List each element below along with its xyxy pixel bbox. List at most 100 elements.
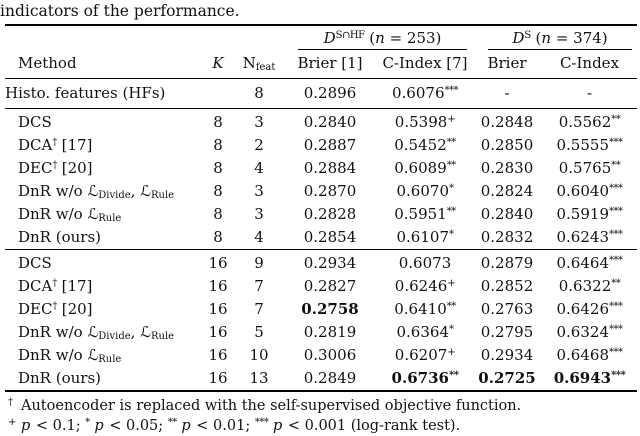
cindex-s-cell: 0.5765**: [542, 157, 637, 180]
k-cell: [200, 79, 236, 109]
cindex-s-cell: 0.6040***: [542, 180, 637, 203]
cindex-s-cell: 0.6322**: [542, 275, 637, 298]
cindex-s-cell: 0.6464***: [542, 250, 637, 276]
k-cell: 16: [200, 321, 236, 344]
cindex-shf-cell: 0.6410**: [378, 298, 472, 321]
brier-s-cell: 0.2934: [472, 344, 542, 367]
method-cell: DnR w/o ℒDivide, ℒRule: [5, 321, 200, 344]
k-cell: 16: [200, 275, 236, 298]
group-header-s: DS (n = 374): [472, 25, 637, 50]
cindex-s-cell: 0.5919***: [542, 203, 637, 226]
method-cell: DnR w/o ℒDivide, ℒRule: [5, 180, 200, 203]
group-label-s-hf: DS∩HF (n = 253): [298, 30, 467, 50]
nfeat-cell: 9: [236, 250, 282, 276]
brier-shf-cell: 0.2870: [282, 180, 378, 203]
method-cell: DCA† [17]: [5, 275, 200, 298]
brier-s-cell: 0.2879: [472, 250, 542, 276]
method-cell: DnR (ours): [5, 367, 200, 391]
col-header-brier-1: Brier [1]: [282, 50, 378, 79]
brier-s-cell: 0.2830: [472, 157, 542, 180]
nfeat-cell: 4: [236, 226, 282, 250]
group-label-s: DS (n = 374): [488, 30, 632, 50]
group-header-spacer: [5, 25, 282, 50]
nfeat-cell: 3: [236, 203, 282, 226]
cindex-shf-cell: 0.5951**: [378, 203, 472, 226]
cindex-s-cell: 0.5555***: [542, 134, 637, 157]
table-header: DS∩HF (n = 253) DS (n = 374) Method K Nf…: [5, 25, 637, 79]
nfeat-cell: 7: [236, 275, 282, 298]
cindex-s-cell: 0.6426***: [542, 298, 637, 321]
brier-s-cell: 0.2852: [472, 275, 542, 298]
nfeat-cell: 4: [236, 157, 282, 180]
brier-s-cell: 0.2850: [472, 134, 542, 157]
k-cell: 8: [200, 157, 236, 180]
cindex-shf-cell: 0.6070*: [378, 180, 472, 203]
brier-shf-cell: 0.2828: [282, 203, 378, 226]
footnote-2: +p < 0.1; * p < 0.05; ** p < 0.01; *** p…: [8, 417, 640, 436]
cindex-shf-cell: 0.5398+: [378, 109, 472, 135]
nfeat-cell: 3: [236, 180, 282, 203]
brier-shf-cell: 0.2758: [282, 298, 378, 321]
brier-s-cell: 0.2763: [472, 298, 542, 321]
nfeat-cell: 10: [236, 344, 282, 367]
k-cell: 16: [200, 367, 236, 391]
col-header-cindex-1: C-Index [7]: [378, 50, 472, 79]
k-cell: 8: [200, 134, 236, 157]
brier-shf-cell: 0.2896: [282, 79, 378, 109]
k-cell: 16: [200, 298, 236, 321]
cindex-shf-cell: 0.6089**: [378, 157, 472, 180]
k-cell: 8: [200, 226, 236, 250]
brier-shf-cell: 0.2884: [282, 157, 378, 180]
nfeat-cell: 8: [236, 79, 282, 109]
method-cell: DCA† [17]: [5, 134, 200, 157]
method-cell: DnR w/o ℒRule: [5, 344, 200, 367]
col-header-k: K: [200, 50, 236, 79]
k-cell: 8: [200, 203, 236, 226]
brier-shf-cell: 0.2840: [282, 109, 378, 135]
brier-s-cell: -: [472, 79, 542, 109]
footnote-text: Autoencoder is replaced with the self-su…: [21, 398, 521, 414]
method-cell: DCS: [5, 250, 200, 276]
brier-s-cell: 0.2832: [472, 226, 542, 250]
nfeat-cell: 2: [236, 134, 282, 157]
brier-shf-cell: 0.2854: [282, 226, 378, 250]
nfeat-cell: 7: [236, 298, 282, 321]
cindex-shf-cell: 0.6076***: [378, 79, 472, 109]
brier-shf-cell: 0.2827: [282, 275, 378, 298]
table-caption: indicators of the performance.: [0, 0, 640, 24]
cindex-s-cell: 0.6243***: [542, 226, 637, 250]
brier-s-cell: 0.2725: [472, 367, 542, 391]
col-header-brier-2: Brier: [472, 50, 542, 79]
k-cell: 16: [200, 344, 236, 367]
method-cell: DnR (ours): [5, 226, 200, 250]
cindex-s-cell: 0.6943***: [542, 367, 637, 391]
brier-s-cell: 0.2795: [472, 321, 542, 344]
brier-shf-cell: 0.2887: [282, 134, 378, 157]
brier-s-cell: 0.2840: [472, 203, 542, 226]
col-header-method: Method: [5, 50, 200, 79]
cindex-shf-cell: 0.6107*: [378, 226, 472, 250]
cindex-shf-cell: 0.6364*: [378, 321, 472, 344]
brier-shf-cell: 0.2819: [282, 321, 378, 344]
brier-shf-cell: 0.2934: [282, 250, 378, 276]
cindex-shf-cell: 0.5452**: [378, 134, 472, 157]
cindex-shf-cell: 0.6073: [378, 250, 472, 276]
col-header-nfeat: Nfeat: [236, 50, 282, 79]
cindex-shf-cell: 0.6246+: [378, 275, 472, 298]
method-cell: DEC† [20]: [5, 298, 200, 321]
column-header-row: Method K Nfeat Brier [1] C-Index [7] Bri…: [5, 50, 637, 79]
method-cell: DnR w/o ℒRule: [5, 203, 200, 226]
group-header-s-hf: DS∩HF (n = 253): [282, 25, 472, 50]
brier-shf-cell: 0.3006: [282, 344, 378, 367]
